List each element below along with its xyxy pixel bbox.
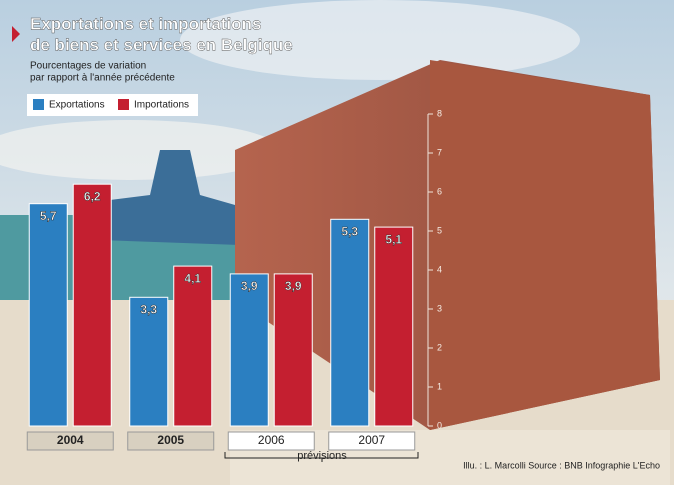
y-tick-label: 4 [437,264,442,274]
value-label: 5,3 [341,224,358,238]
bar [173,265,213,427]
legend-label: Importations [134,100,189,111]
bar [229,273,269,427]
y-tick-label: 0 [437,420,442,430]
legend [27,94,198,116]
x-tick-label: 2007 [358,433,385,447]
y-tick-label: 1 [437,381,442,391]
value-label: 4,1 [184,271,201,285]
legend-swatch [33,99,44,110]
bar [273,273,313,427]
x-tick-label: 2004 [57,433,84,447]
value-label: 3,9 [285,279,302,293]
forecast-bracket [224,452,419,462]
y-tick-label: 5 [437,225,442,235]
bar [72,183,112,427]
bar [28,203,68,427]
chart-title: Exportations et importations [30,14,261,33]
legend-label: Exportations [49,100,105,111]
legend-swatch [118,99,129,110]
y-tick-label: 2 [437,342,442,352]
value-label: 6,2 [84,189,101,203]
bar [374,226,414,427]
y-tick-label: 3 [437,303,442,313]
source: Illu. : L. Marcolli Source : BNB Infogra… [463,460,660,470]
category-box [26,431,114,451]
y-tick-label: 8 [437,108,442,118]
value-label: 3,9 [241,279,258,293]
bar [330,218,370,427]
x-tick-label: 2005 [157,433,184,447]
category-box [328,431,416,451]
value-label: 5,1 [385,232,402,246]
chart-title: de biens et services en Belgique [30,35,293,54]
annotation: prévisions [297,450,347,462]
value-label: 5,7 [40,209,57,223]
value-label: 3,3 [140,302,157,316]
subtitle: Pourcentages de variation [30,61,146,72]
category-box [227,431,315,451]
bar [129,296,169,427]
y-tick-label: 7 [437,147,442,157]
title-marker [12,26,20,42]
category-box [127,431,215,451]
y-tick-label: 6 [437,186,442,196]
x-tick-label: 2006 [258,433,285,447]
subtitle: par rapport à l'année précédente [30,73,175,84]
